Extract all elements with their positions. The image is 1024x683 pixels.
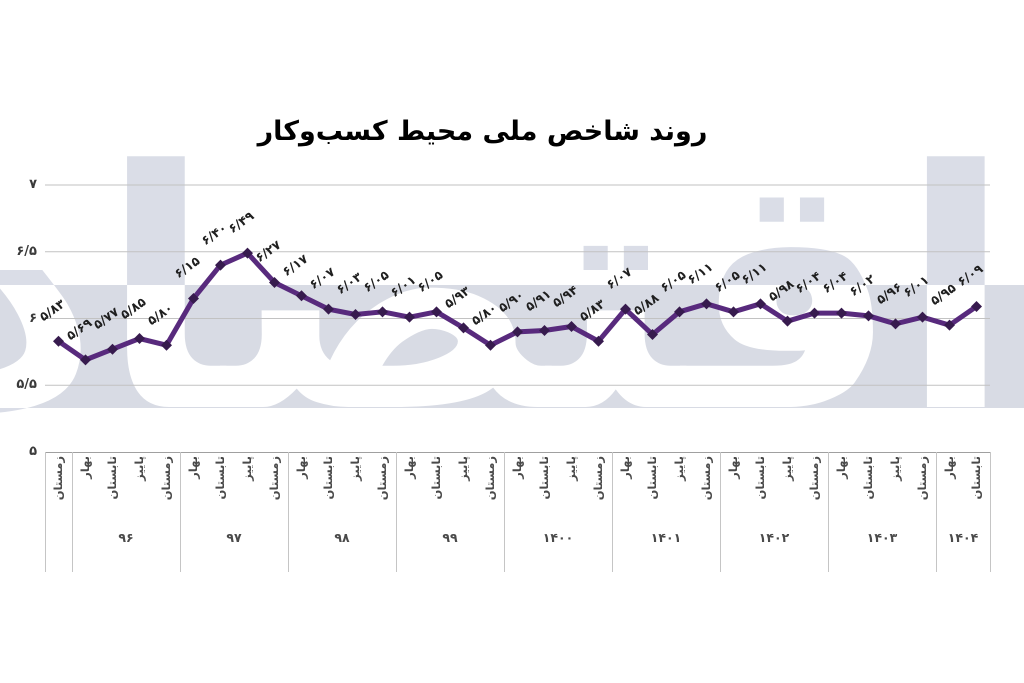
- season-label: تابستان: [969, 456, 983, 500]
- data-point-marker: [107, 343, 118, 355]
- axis-separator: [990, 452, 991, 572]
- axis-separator: [504, 452, 505, 572]
- year-label: ۱۴۰۰: [542, 530, 574, 545]
- axis-separator: [45, 452, 46, 572]
- data-point-marker: [458, 322, 469, 334]
- year-label: ۱۴۰۴: [947, 530, 979, 545]
- season-label: تابستان: [753, 456, 767, 500]
- axis-separator: [180, 452, 181, 572]
- data-point-marker: [728, 306, 739, 318]
- data-point-marker: [215, 259, 226, 271]
- year-label: ۱۴۰۳: [866, 530, 898, 545]
- season-label: بهار: [942, 456, 956, 479]
- season-label: تابستان: [429, 456, 443, 500]
- year-label: ۹۶: [118, 530, 134, 545]
- axis-separator: [288, 452, 289, 572]
- data-point-marker: [323, 303, 334, 315]
- data-point-marker: [161, 339, 172, 351]
- y-tick-label: ۵: [29, 444, 37, 459]
- chart-title: روند شاخص ملی محیط کسب‌وکار: [257, 116, 708, 147]
- season-label: زمستان: [591, 456, 605, 501]
- data-point-marker: [188, 292, 199, 304]
- axis-separator: [720, 452, 721, 572]
- season-label: بهار: [834, 456, 848, 479]
- season-label: زمستان: [807, 456, 821, 501]
- data-point-marker: [782, 315, 793, 327]
- y-tick-label: ۶: [29, 310, 37, 326]
- season-label: پاییز: [456, 456, 470, 481]
- data-point-marker: [674, 306, 685, 318]
- data-point-marker: [971, 300, 982, 312]
- data-point-marker: [134, 333, 145, 345]
- axis-separator: [936, 452, 937, 572]
- data-point-marker: [404, 311, 415, 323]
- season-label: بهار: [510, 456, 524, 479]
- season-label: بهار: [402, 456, 416, 479]
- data-point-marker: [512, 326, 523, 338]
- axis-separator: [828, 452, 829, 572]
- season-label: پاییز: [888, 456, 902, 481]
- data-point-marker: [566, 321, 577, 333]
- year-label: ۱۴۰۲: [758, 530, 790, 545]
- data-point-marker: [377, 306, 388, 318]
- data-point-marker: [53, 335, 64, 347]
- data-point-marker: [863, 310, 874, 322]
- data-point-marker: [755, 298, 766, 310]
- season-label: پاییز: [780, 456, 794, 481]
- data-point-marker: [701, 298, 712, 310]
- season-label: پاییز: [240, 456, 254, 481]
- season-label: بهار: [618, 456, 632, 479]
- axis-separator: [72, 452, 73, 572]
- data-point-marker: [80, 354, 91, 366]
- data-point-marker: [647, 329, 658, 341]
- year-label: ۱۴۰۱: [650, 530, 682, 545]
- season-label: زمستان: [699, 456, 713, 501]
- season-label: پاییز: [348, 456, 362, 481]
- year-label: ۹۹: [442, 530, 458, 545]
- season-label: بهار: [186, 456, 200, 479]
- season-label: زمستان: [51, 456, 65, 501]
- x-axis-line: [45, 452, 990, 453]
- data-point-marker: [485, 339, 496, 351]
- data-point-marker: [620, 303, 631, 315]
- season-label: تابستان: [213, 456, 227, 500]
- season-label: تابستان: [645, 456, 659, 500]
- season-label: زمستان: [483, 456, 497, 501]
- season-label: زمستان: [267, 456, 281, 501]
- year-label: ۹۸: [334, 530, 350, 545]
- y-tick-label: ۶/۵: [16, 243, 37, 259]
- data-point-marker: [944, 319, 955, 331]
- y-tick-label: ۷: [29, 177, 37, 192]
- data-point-marker: [593, 335, 604, 347]
- season-label: پاییز: [564, 456, 578, 481]
- season-label: بهار: [726, 456, 740, 479]
- season-label: پاییز: [132, 456, 146, 481]
- data-point-marker: [917, 311, 928, 323]
- season-label: تابستان: [105, 456, 119, 500]
- axis-separator: [396, 452, 397, 572]
- season-label: تابستان: [321, 456, 335, 500]
- season-label: زمستان: [915, 456, 929, 501]
- season-label: بهار: [78, 456, 92, 479]
- year-label: ۹۷: [226, 530, 242, 545]
- season-label: زمستان: [159, 456, 173, 501]
- season-label: تابستان: [537, 456, 551, 500]
- season-label: پاییز: [672, 456, 686, 481]
- y-tick-label: ۵/۵: [16, 377, 37, 393]
- season-label: تابستان: [861, 456, 875, 500]
- data-point-marker: [809, 307, 820, 319]
- data-point-marker: [836, 307, 847, 319]
- data-point-marker: [431, 306, 442, 318]
- data-point-marker: [539, 325, 550, 337]
- data-point-marker: [350, 308, 361, 320]
- season-label: بهار: [294, 456, 308, 479]
- season-label: زمستان: [375, 456, 389, 501]
- data-point-marker: [269, 276, 280, 288]
- axis-separator: [612, 452, 613, 572]
- data-point-marker: [890, 318, 901, 330]
- data-point-marker: [296, 290, 307, 302]
- data-point-marker: [242, 247, 253, 259]
